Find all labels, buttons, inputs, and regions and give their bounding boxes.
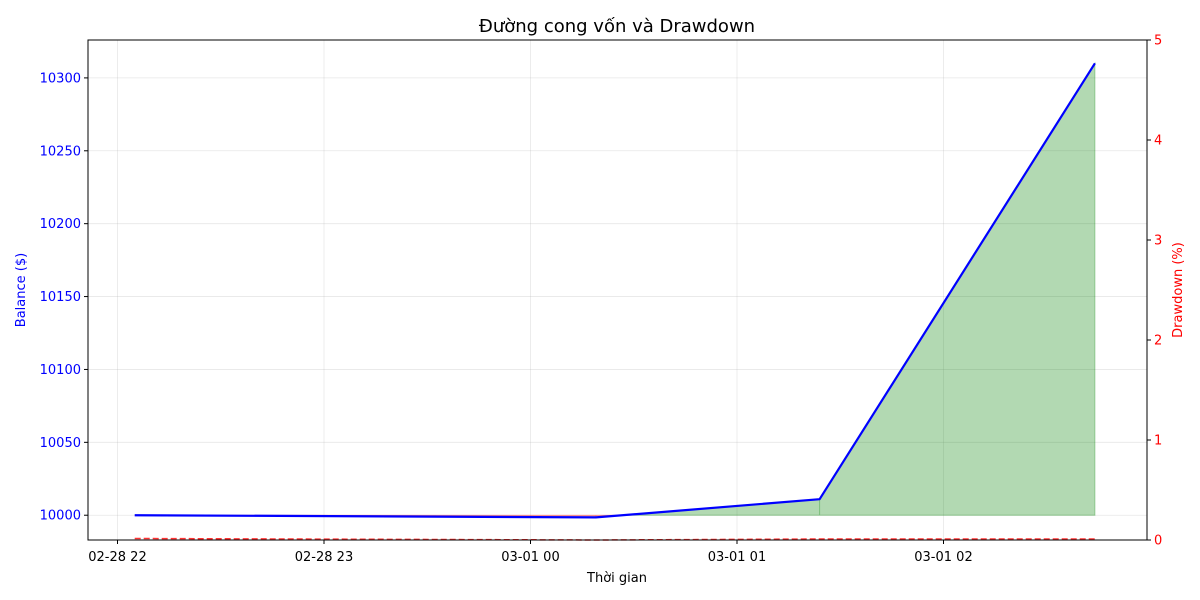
y-right-tick-label: 0 bbox=[1154, 534, 1162, 549]
y-axis-right-label: Drawdown (%) bbox=[1171, 242, 1186, 338]
x-tick-label: 02-28 23 bbox=[295, 550, 353, 565]
x-tick-label: 03-01 01 bbox=[708, 550, 766, 565]
drawdown-line bbox=[134, 537, 1095, 541]
plot-frame bbox=[87, 39, 1148, 541]
y-axis-right-ticks: 0 1 2 3 4 5 bbox=[1147, 34, 1162, 549]
x-tick-label: 03-01 00 bbox=[501, 550, 559, 565]
y-axis-left-label: Balance ($) bbox=[14, 253, 29, 327]
y-left-tick-label: 10250 bbox=[40, 144, 81, 159]
x-tick-label: 02-28 22 bbox=[88, 550, 146, 565]
y-left-tick-label: 10300 bbox=[40, 71, 81, 86]
x-tick-label: 03-01 02 bbox=[914, 550, 972, 565]
y-left-tick-label: 10000 bbox=[40, 509, 81, 524]
y-left-tick-label: 10050 bbox=[40, 436, 81, 451]
chart-title: Đường cong vốn và Drawdown bbox=[479, 16, 755, 37]
y-right-tick-label: 5 bbox=[1154, 34, 1162, 49]
y-left-tick-label: 10150 bbox=[40, 290, 81, 305]
y-left-tick-label: 10200 bbox=[40, 217, 81, 232]
y-right-tick-label: 3 bbox=[1154, 234, 1162, 249]
x-axis-label: Thời gian bbox=[586, 571, 647, 586]
series-lines bbox=[134, 62, 1096, 541]
y-left-tick-label: 10100 bbox=[40, 363, 81, 378]
y-axis-left-ticks: 10000 10050 10100 10150 10200 10250 10300 bbox=[40, 71, 88, 524]
profit-area bbox=[622, 61, 1096, 516]
y-right-tick-label: 4 bbox=[1154, 134, 1162, 149]
y-right-tick-label: 2 bbox=[1154, 334, 1162, 349]
y-right-tick-label: 1 bbox=[1154, 434, 1162, 449]
balance-line bbox=[134, 62, 1096, 519]
x-axis-ticks: 02-28 22 02-28 23 03-01 00 03-01 01 03-01 02 bbox=[88, 540, 973, 565]
